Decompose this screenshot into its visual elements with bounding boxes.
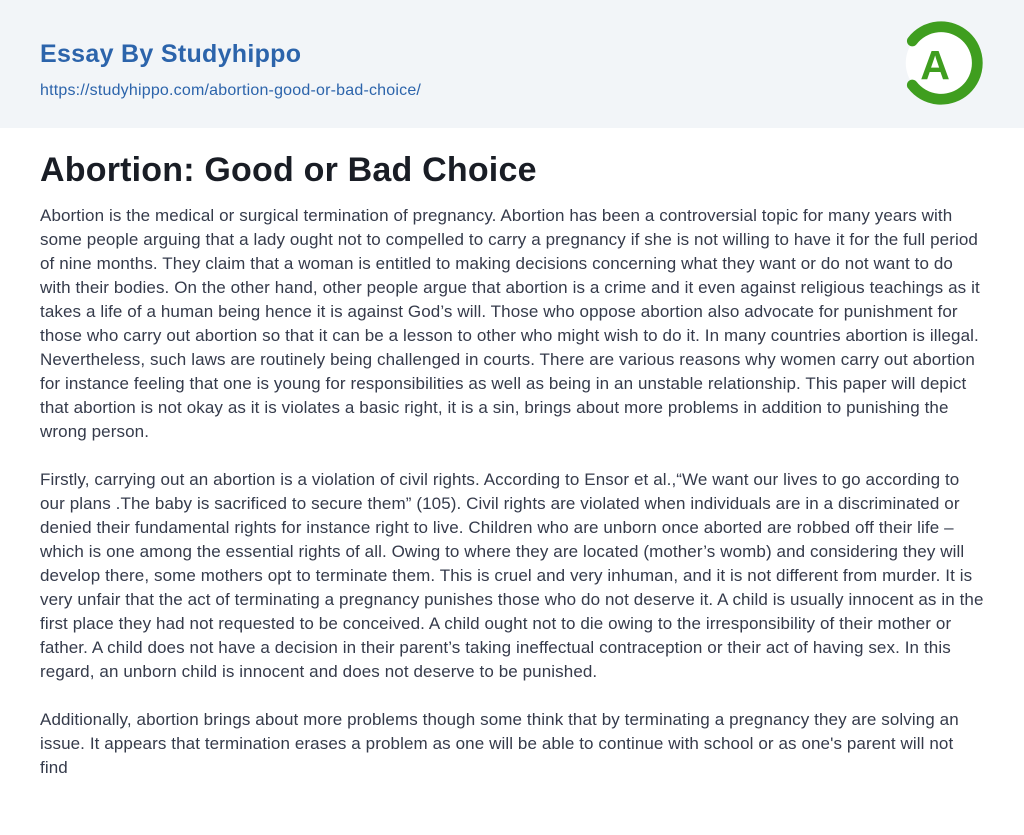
logo-letter: A bbox=[920, 42, 950, 88]
site-name-link[interactable]: Essay By Studyhippo bbox=[40, 40, 302, 68]
logo-arc bbox=[906, 21, 983, 105]
essay-paragraph-1: Abortion is the medical or surgical term… bbox=[40, 205, 980, 441]
logo-circle-fill bbox=[905, 27, 977, 99]
site-header: Essay By Studyhippo https://studyhippo.c… bbox=[0, 0, 1024, 128]
essay-paragraph-3: Additionally, abortion brings about more… bbox=[40, 709, 959, 777]
page-url-link[interactable]: https://studyhippo.com/abortion-good-or-… bbox=[40, 81, 422, 99]
essay-title: Abortion: Good or Bad Choice bbox=[40, 151, 537, 189]
studyhippo-logo-icon[interactable]: A bbox=[894, 16, 988, 110]
essay-paragraph-2: Firstly, carrying out an abortion is a v… bbox=[40, 469, 984, 681]
essay-article: Abortion: Good or Bad Choice Abortion is… bbox=[0, 150, 1024, 780]
